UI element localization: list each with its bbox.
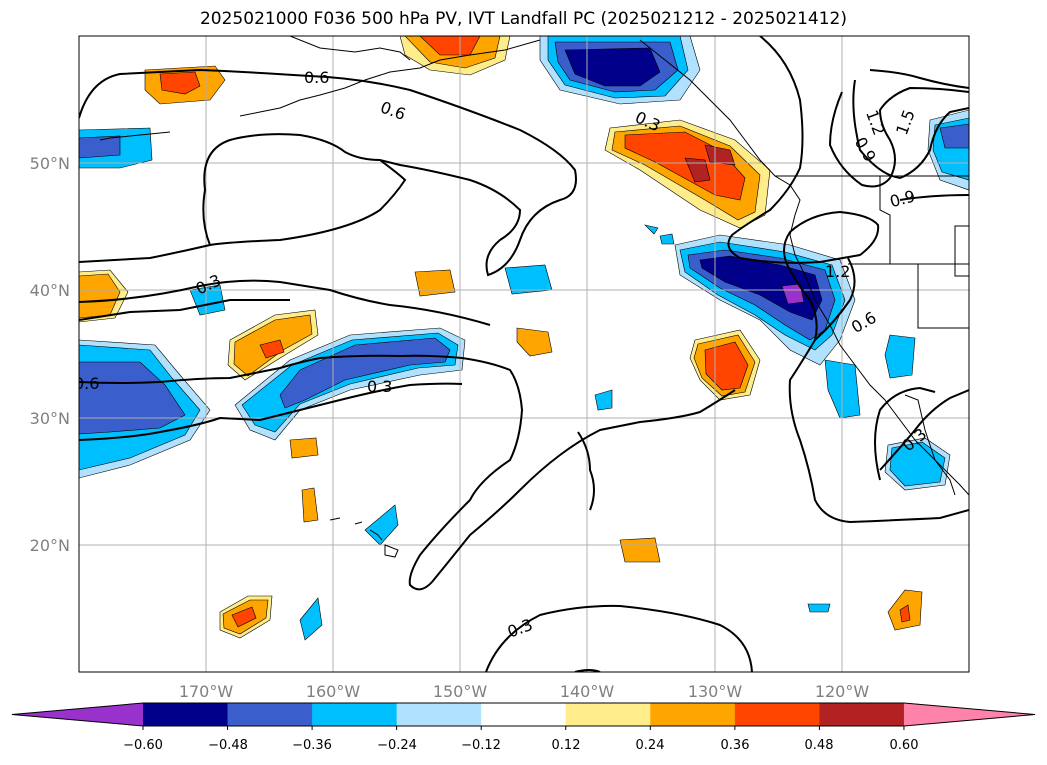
colorbar-tick-label: 0.12 (552, 738, 581, 753)
map-title: 2025021000 F036 500 hPa PV, IVT Landfall… (199, 9, 847, 29)
colorbar-tick-label: 0.36 (721, 738, 750, 753)
lat-tick-labels: 50°N 40°N 30°N 20°N (30, 154, 70, 555)
colorbar-segment (650, 703, 736, 726)
colorbar-extend-high (903, 703, 1035, 726)
colorbar-tick-label: 0.48 (805, 738, 834, 753)
coastlines (99, 36, 969, 558)
lon-tick-label: 150°W (433, 682, 488, 701)
colorbar-segment (734, 703, 820, 726)
lat-tick-label: 30°N (30, 409, 70, 428)
colorbar-segment (819, 703, 905, 726)
lat-tick-label: 50°N (30, 154, 70, 173)
colorbar-segment (396, 703, 482, 726)
contour-label: 0.6 (74, 374, 99, 393)
colorbar-tick-label: −0.24 (377, 738, 417, 753)
colorbar-segment (481, 703, 567, 726)
map-panel: 0.6 0.6 0.3 0.3 0.6 0.3 0.3 1.2 0.6 1.5 … (74, 36, 969, 672)
colorbar-tick-label: −0.12 (461, 738, 501, 753)
colorbar-tick-label: −0.48 (208, 738, 248, 753)
colorbar-tick-labels: −0.60 −0.48 −0.36 −0.24 −0.12 0.12 0.24 … (123, 738, 918, 753)
colorbar-segment (143, 703, 229, 726)
lat-tick-label: 20°N (30, 536, 70, 555)
lon-tick-label: 140°W (560, 682, 615, 701)
contour-label: 1.2 (825, 262, 850, 281)
contour-label: 0.6 (304, 68, 329, 87)
contour-label: 0.3 (367, 377, 392, 396)
colorbar-extend-low (12, 703, 143, 726)
colorbar-tick-label: 0.24 (636, 738, 665, 753)
colorbar-tick-label: 0.60 (890, 738, 919, 753)
map-frame (78, 35, 970, 673)
colorbar (11, 702, 1036, 730)
colorbar-tick-label: −0.60 (123, 738, 163, 753)
colorbar-segment (312, 703, 398, 726)
colorbar-segment (227, 703, 313, 726)
lon-tick-label: 130°W (688, 682, 743, 701)
colorbar-segment (565, 703, 651, 726)
pv-contours (79, 36, 969, 672)
lon-tick-label: 120°W (815, 682, 870, 701)
lat-tick-label: 40°N (30, 281, 70, 300)
colorbar-tick-label: −0.36 (292, 738, 332, 753)
lon-tick-label: 160°W (306, 682, 361, 701)
lon-tick-labels: 170°W 160°W 150°W 140°W 130°W 120°W (179, 682, 870, 701)
lon-tick-label: 170°W (179, 682, 234, 701)
